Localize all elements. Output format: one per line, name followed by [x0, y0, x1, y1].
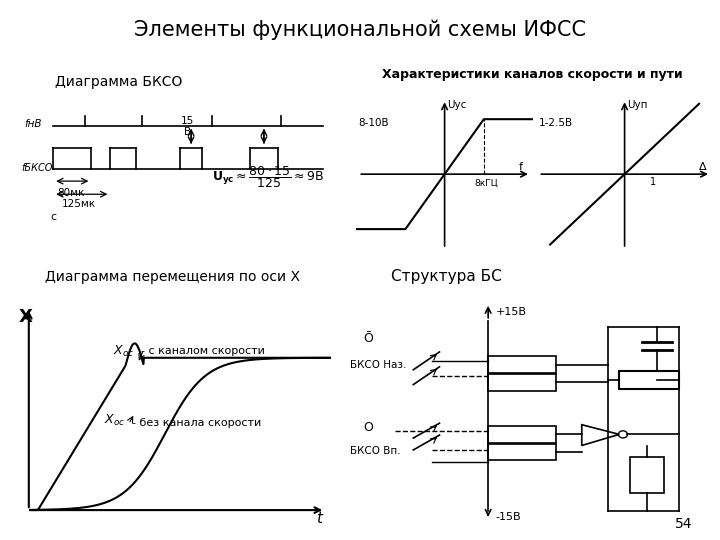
- Text: 54: 54: [675, 517, 693, 531]
- Text: 125мк: 125мк: [62, 199, 96, 210]
- Text: t: t: [316, 510, 322, 525]
- Bar: [488, 374, 556, 390]
- Text: 80мк: 80мк: [57, 188, 84, 198]
- Bar: [631, 457, 664, 493]
- Text: +15В: +15В: [495, 307, 526, 317]
- Text: 1: 1: [650, 177, 656, 187]
- Text: с: с: [50, 212, 56, 222]
- Bar: [488, 356, 556, 373]
- Text: Элементы функциональной схемы ИФСС: Элементы функциональной схемы ИФСС: [134, 19, 586, 40]
- Bar: [488, 426, 556, 443]
- Text: $\mathit{X_{ос}}$: $\mathit{X_{ос}}$: [104, 413, 125, 428]
- Text: $\mathbf{U}_{\mathbf{ус}} \approx \dfrac{80 \cdot 15}{125} \approx 9\text{В}$: $\mathbf{U}_{\mathbf{ус}} \approx \dfrac…: [212, 164, 324, 190]
- Text: 8кГЦ: 8кГЦ: [474, 178, 498, 187]
- Text: $\mathit{X_{ос}}$: $\mathit{X_{ос}}$: [114, 344, 135, 359]
- Text: O: O: [364, 421, 373, 434]
- Text: Характеристики каналов скорости и пути: Характеристики каналов скорости и пути: [382, 68, 683, 81]
- Text: Диаграмма перемещения по оси X: Диаграмма перемещения по оси X: [45, 270, 300, 284]
- Text: Диаграмма БКСО: Диаграмма БКСО: [55, 75, 182, 89]
- Text: 15
В: 15 В: [181, 116, 194, 137]
- Text: Ō: Ō: [364, 332, 373, 345]
- Text: 8-10В: 8-10В: [359, 118, 389, 128]
- Text: X: X: [18, 308, 32, 326]
- Text: f: f: [519, 162, 523, 172]
- Text: Δ: Δ: [699, 162, 707, 172]
- Text: fнВ: fнВ: [24, 119, 42, 129]
- Text: БКСО Наз.: БКСО Наз.: [350, 360, 406, 370]
- Bar: [488, 444, 556, 460]
- Text: - с каналом скорости: - с каналом скорости: [140, 346, 264, 356]
- Text: fБКСО: fБКСО: [22, 163, 53, 173]
- Text: БКСО Вп.: БКСО Вп.: [350, 447, 400, 456]
- Bar: [619, 372, 679, 389]
- Text: - без канала скорости: - без канала скорости: [132, 417, 261, 428]
- Text: 1-2.5В: 1-2.5В: [539, 118, 572, 128]
- Text: Структура БС: Структура БС: [391, 269, 502, 284]
- Text: Uус: Uус: [448, 100, 467, 110]
- Text: -15В: -15В: [495, 512, 521, 522]
- Text: Uуп: Uуп: [628, 100, 648, 110]
